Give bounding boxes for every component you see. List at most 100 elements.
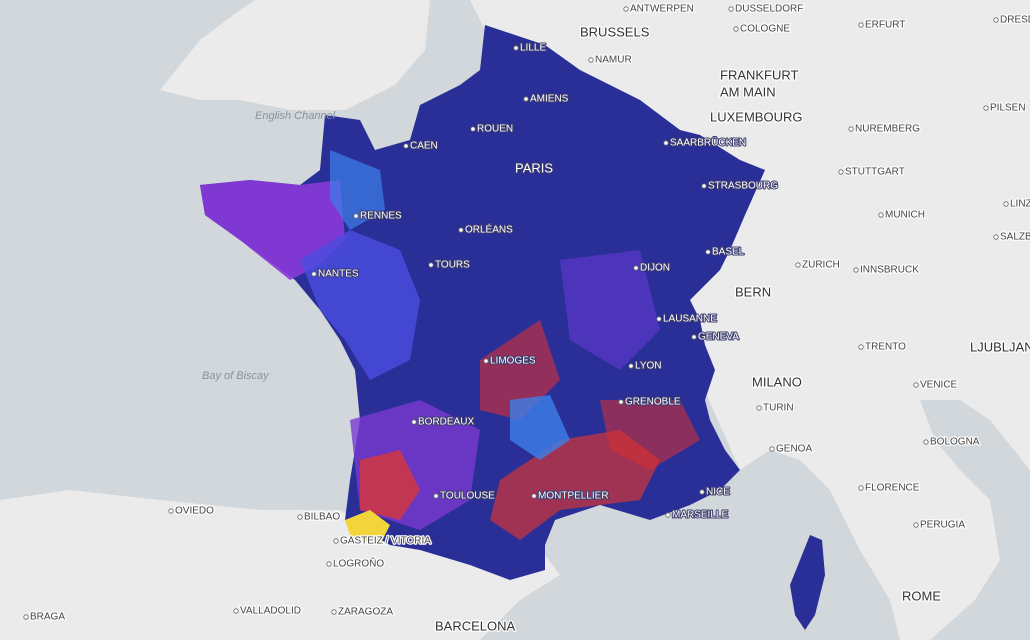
place-label: LINZ (1010, 199, 1030, 210)
city-dot (795, 262, 801, 268)
place-label: VALLADOLID (240, 606, 301, 617)
city-dot (433, 493, 439, 499)
city-dot (168, 508, 174, 514)
land-europe (470, 0, 1030, 640)
place-label: AM MAIN (720, 84, 776, 99)
place-label: LJUBLJANA (970, 339, 1030, 354)
city-dot (848, 126, 854, 132)
place-label: NAMUR (595, 55, 632, 66)
place-label: RENNES (360, 211, 402, 222)
city-dot (878, 212, 884, 218)
city-dot (853, 267, 859, 273)
place-label: ORLÉANS (465, 223, 513, 236)
place-label: DRESDEN (1000, 15, 1030, 26)
city-dot (665, 512, 671, 518)
place-label: BARCELONA (435, 618, 516, 633)
city-dot (331, 609, 337, 615)
place-label: ERFURT (865, 20, 905, 31)
place-label: COLOGNE (740, 24, 790, 35)
city-dot (756, 405, 762, 411)
city-dot (733, 26, 739, 32)
region-west (300, 230, 420, 380)
place-label: ZARAGOZA (338, 607, 393, 618)
city-dot (913, 522, 919, 528)
place-label: BERN (735, 284, 771, 299)
city-dot (656, 316, 662, 322)
city-dot (353, 213, 359, 219)
city-dot (699, 489, 705, 495)
place-label: STUTTGART (845, 167, 905, 178)
city-dot (838, 169, 844, 175)
city-dot (769, 446, 775, 452)
place-label: LAUSANNE (663, 314, 717, 325)
place-label: BILBAO (304, 512, 340, 523)
city-dot (311, 271, 317, 277)
place-label: BOLOGNA (930, 437, 980, 448)
region-red-south (360, 450, 420, 520)
place-label: TRENTO (865, 342, 906, 353)
place-label: NICE (706, 487, 730, 498)
place-label: BRUSSELS (580, 24, 650, 39)
place-label: SALZBURG (1000, 232, 1030, 243)
place-label: MILANO (752, 374, 802, 389)
place-label: BRAGA (30, 612, 65, 623)
city-dot (858, 485, 864, 491)
place-label: MONTPELLIER (538, 491, 609, 502)
city-dot (728, 6, 734, 12)
city-dot (633, 265, 639, 271)
place-label: GENOA (776, 444, 812, 455)
region-red-alps (600, 400, 700, 470)
place-label: ROUEN (477, 124, 513, 135)
city-dot (23, 614, 29, 620)
city-dot (691, 334, 697, 340)
city-dot (326, 561, 332, 567)
place-label: NANTES (318, 269, 359, 280)
place-label: SAARBRÜCKEN (670, 137, 746, 149)
corsica (790, 535, 825, 630)
land-uk (160, 0, 430, 110)
region-red-med (490, 430, 660, 540)
place-label: MUNICH (885, 210, 925, 221)
place-label: LUXEMBOURG (710, 109, 802, 124)
place-label: ROME (902, 588, 941, 603)
city-dot (588, 57, 594, 63)
place-label: AMIENS (530, 94, 569, 105)
city-dot (403, 143, 409, 149)
city-dot (411, 419, 417, 425)
city-dot (913, 382, 919, 388)
city-dot (983, 105, 989, 111)
city-dot (297, 514, 303, 520)
city-dot (233, 608, 239, 614)
place-label: FLORENCE (865, 483, 920, 494)
place-label: INNSBRUCK (860, 265, 919, 276)
city-dot (483, 358, 489, 364)
city-dot (858, 22, 864, 28)
region-red-center (480, 320, 560, 420)
place-label: TOURS (435, 260, 470, 271)
city-dot (993, 234, 999, 240)
labels: ANTWERPEN DUSSELDORF ERFURT DRESDEN BRUSSELS… (23, 2, 1030, 635)
place-label: ANTWERPEN (630, 4, 694, 15)
land-iberia (0, 490, 560, 640)
place-label: LYON (635, 361, 662, 372)
city-dot (628, 363, 634, 369)
place-label: BORDEAUX (418, 417, 474, 428)
place-label: PILSEN (990, 103, 1026, 114)
place-label: OVIEDO (175, 506, 214, 517)
city-dot (701, 183, 707, 189)
region-yellow (345, 510, 390, 545)
city-dot (470, 126, 476, 132)
place-label: DUSSELDORF (735, 4, 803, 15)
city-dot (705, 249, 711, 255)
place-label: PERUGIA (920, 520, 965, 531)
place-label: CAEN (410, 141, 438, 152)
city-dot (513, 45, 519, 51)
place-label: STRASBOURG (708, 181, 778, 192)
place-label: TURIN (763, 403, 794, 414)
city-dot (623, 6, 629, 12)
city-dot (1003, 201, 1009, 207)
region-light-blue (510, 395, 570, 460)
place-label: TOULOUSE (440, 491, 495, 502)
sea-label: Bay of Biscay (202, 370, 270, 382)
